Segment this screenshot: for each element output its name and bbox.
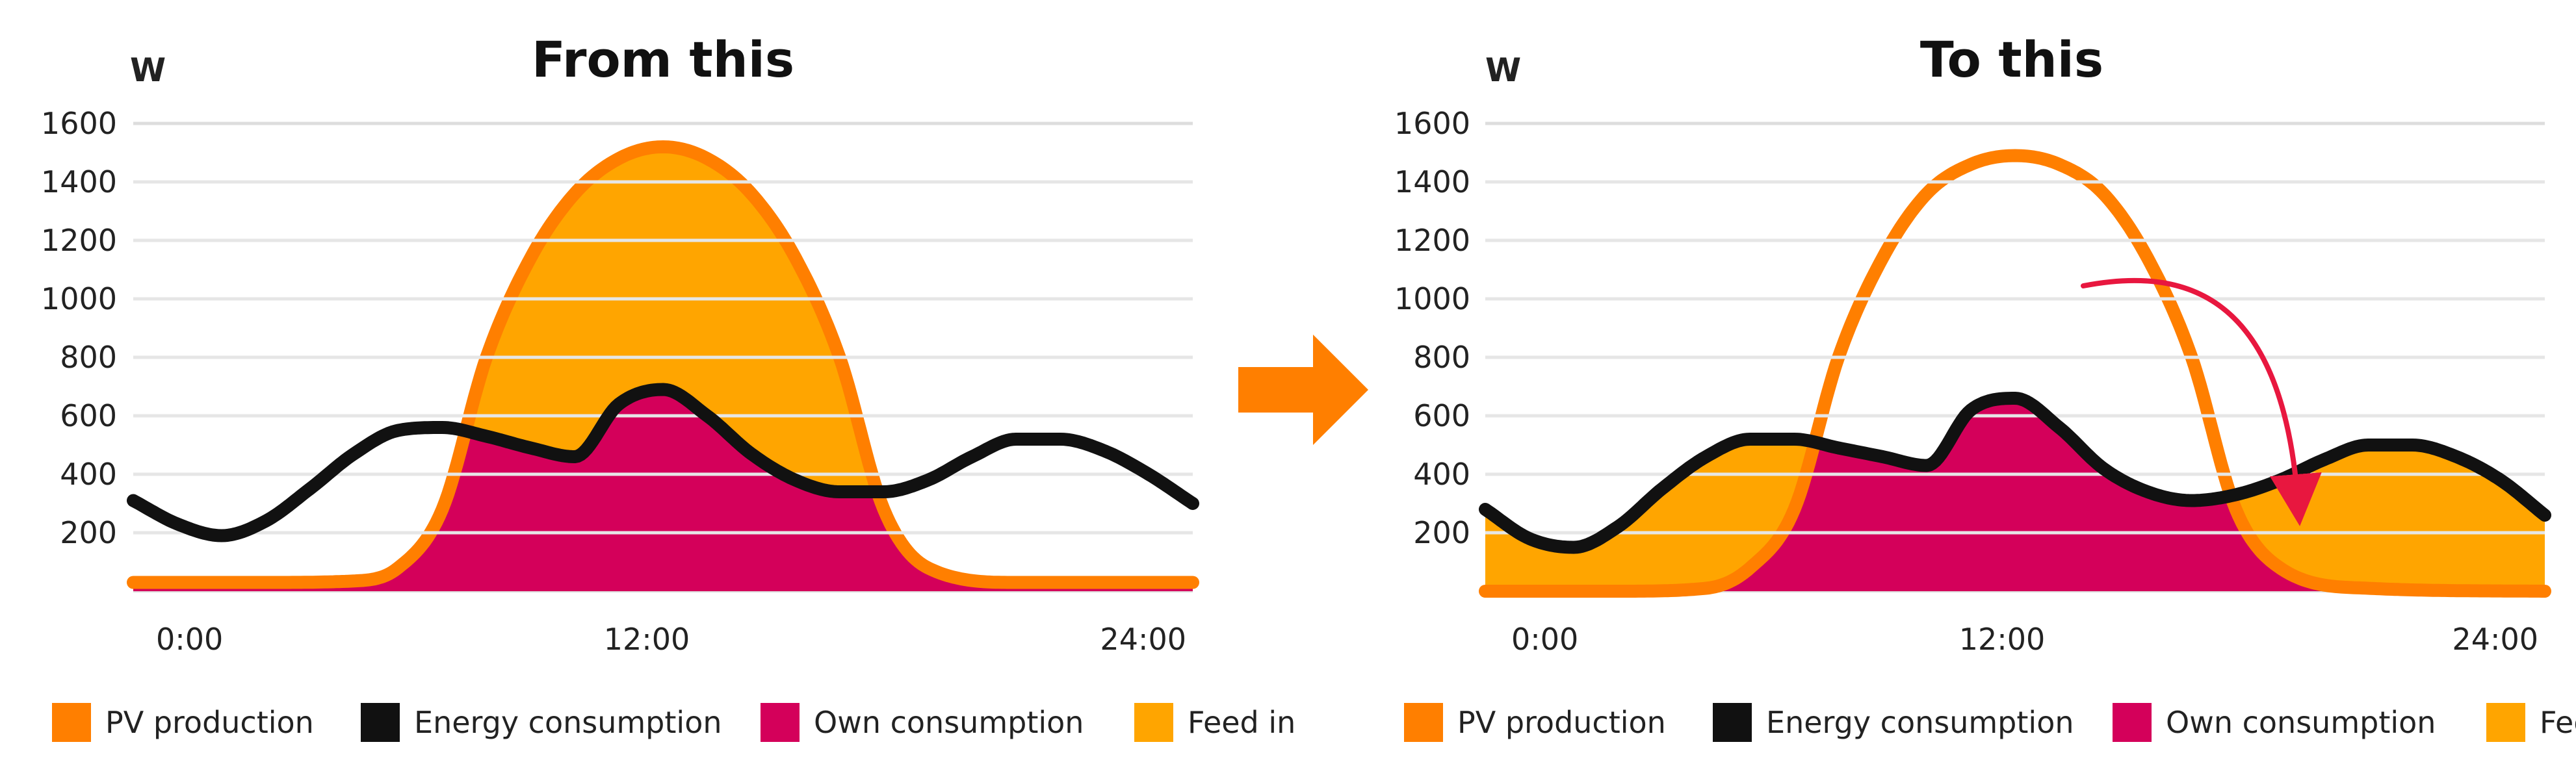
legend-swatch xyxy=(761,703,800,742)
legend-label: Own consumption xyxy=(814,705,1084,740)
y-tick-label: 200 xyxy=(60,515,117,550)
legend: PV production Energy consumption Own consu… xyxy=(1404,703,2576,742)
legend-swatch xyxy=(1404,703,1443,742)
legend-label: Feed in xyxy=(1188,705,1295,740)
legend-item: Energy consumption xyxy=(1713,703,2074,742)
own-consumption-area xyxy=(133,389,1193,591)
legend-item: PV production xyxy=(52,703,314,742)
y-tick-label: 1600 xyxy=(1394,106,1470,141)
right-arrow-icon xyxy=(1238,335,1368,445)
y-tick-label: 400 xyxy=(1413,457,1470,492)
legend-item: Own consumption xyxy=(2113,703,2436,742)
pv-production-line xyxy=(1479,149,2551,598)
legend-label: Own consumption xyxy=(2166,705,2436,740)
legend-label: Energy consumption xyxy=(1766,705,2074,740)
y-axis-unit: W xyxy=(1485,51,1521,89)
y-tick-label: 1600 xyxy=(41,106,117,141)
legend-label: PV production xyxy=(1457,705,1666,740)
legend-item: Own consumption xyxy=(761,703,1084,742)
y-tick-label: 600 xyxy=(60,398,117,433)
x-tick-label: 0:00 xyxy=(1511,622,1578,657)
x-tick-label: 12:00 xyxy=(1959,622,2046,657)
y-tick-label: 400 xyxy=(60,457,117,492)
legend-item: Energy consumption xyxy=(361,703,722,742)
legend-label: Feed in xyxy=(2540,705,2576,740)
legend-swatch xyxy=(361,703,400,742)
chart-title: To this xyxy=(1920,31,2103,88)
legend-label: Energy consumption xyxy=(414,705,722,740)
legend-swatch xyxy=(52,703,91,742)
legend: PV production Energy consumption Own consu… xyxy=(52,703,1295,742)
y-axis-unit: W xyxy=(130,51,166,89)
x-tick-label: 24:00 xyxy=(1100,622,1186,657)
pv-production-line xyxy=(127,140,1199,589)
y-tick-label: 1400 xyxy=(1394,164,1470,199)
own-consumption-area xyxy=(1485,398,2545,591)
legend-label: PV production xyxy=(105,705,314,740)
x-tick-label: 12:00 xyxy=(604,622,690,657)
legend-swatch xyxy=(2113,703,2152,742)
y-tick-label: 1200 xyxy=(41,223,117,258)
energy-consumption-line xyxy=(127,383,1199,542)
x-tick-label: 24:00 xyxy=(2452,622,2538,657)
chart-title: From this xyxy=(532,31,794,88)
y-tick-label: 1200 xyxy=(1394,223,1470,258)
legend-item: PV production xyxy=(1404,703,1666,742)
legend-swatch xyxy=(1134,703,1173,742)
feed-in-area xyxy=(133,147,1193,536)
legend-swatch xyxy=(2486,703,2525,742)
y-tick-label: 1000 xyxy=(41,281,117,316)
y-tick-label: 800 xyxy=(60,340,117,375)
y-tick-label: 600 xyxy=(1413,398,1470,433)
y-tick-label: 1400 xyxy=(41,164,117,199)
y-tick-label: 800 xyxy=(1413,340,1470,375)
energy-consumption-line xyxy=(1479,392,2551,554)
legend-item: Feed in xyxy=(2486,703,2576,742)
legend-item: Feed in xyxy=(1134,703,1295,742)
chart-panel-2: 200 400 600 800 1000 1200 1400 1600 W To this 0:00… xyxy=(1394,31,2576,742)
chart-panel-1: 200 400 600 800 1000 1200 1400 1600 W From this 0:… xyxy=(41,31,1295,742)
y-tick-label: 1000 xyxy=(1394,281,1470,316)
y-tick-label: 200 xyxy=(1413,515,1470,550)
load-shift-arrow xyxy=(2081,277,2322,526)
legend-swatch xyxy=(1713,703,1752,742)
x-tick-label: 0:00 xyxy=(156,622,223,657)
